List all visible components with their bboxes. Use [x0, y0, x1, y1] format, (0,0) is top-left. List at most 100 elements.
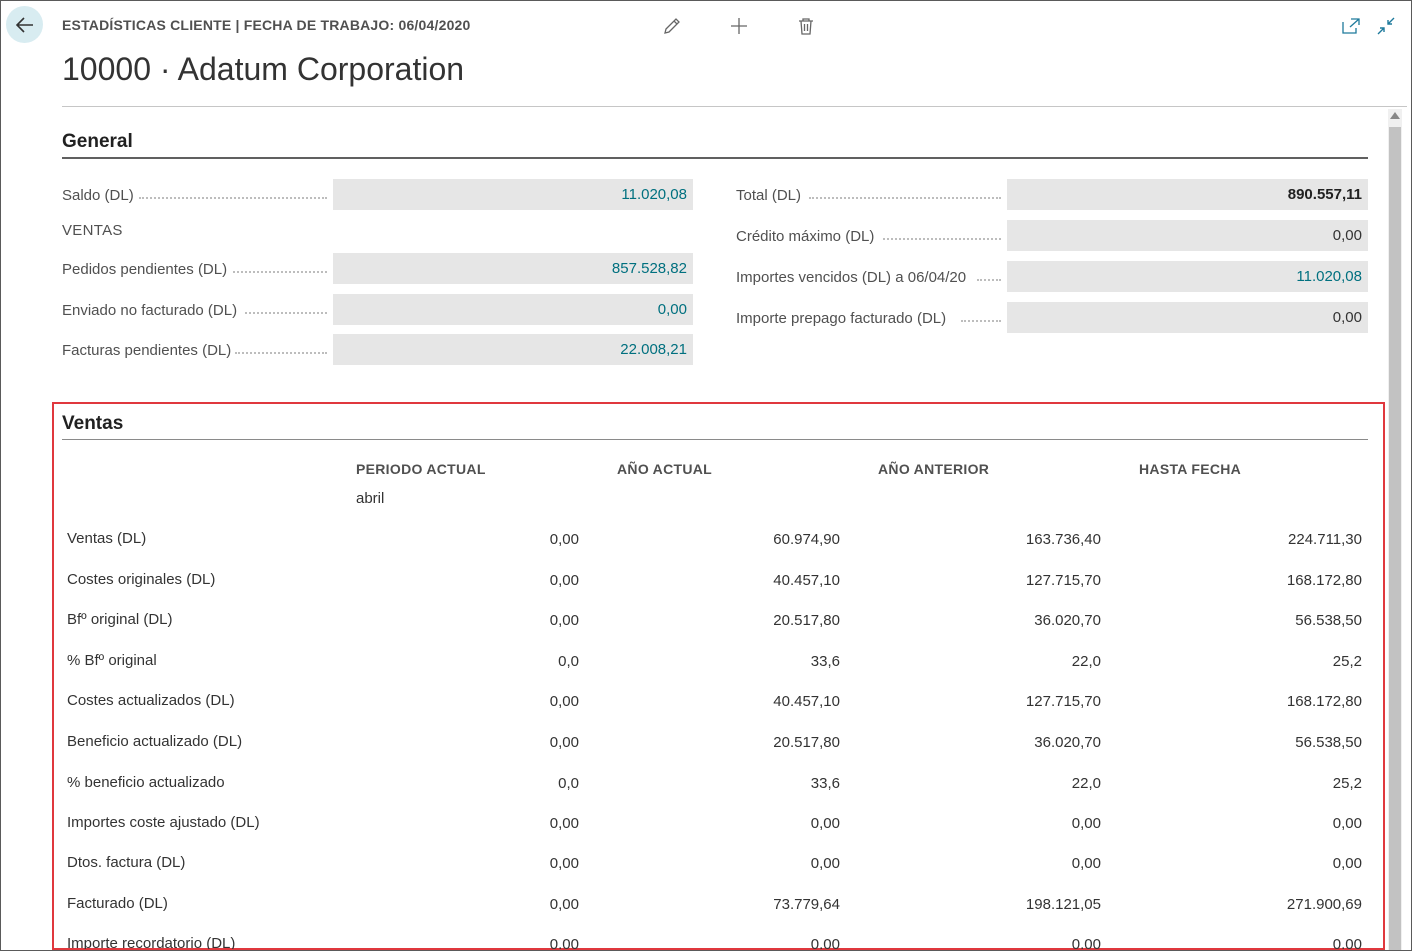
column-header-periodo-actual: PERIODO ACTUAL	[356, 461, 486, 477]
cell-ano-anterior: 198.121,05	[1025, 896, 1101, 913]
pedidos-pendientes-label: Pedidos pendientes (DL)	[62, 261, 228, 278]
saldo-label: Saldo (DL)	[62, 187, 134, 204]
cell-ano-actual: 0,00	[810, 855, 840, 872]
column-header-ano-anterior: AÑO ANTERIOR	[878, 461, 990, 477]
cell-ano-anterior: 0,00	[1071, 855, 1101, 872]
table-row: Importe recordatorio (DL) 0,00 0,00 0,00…	[62, 935, 1368, 949]
table-row: Costes actualizados (DL) 0,00 40.457,10 …	[62, 692, 1368, 732]
cell-hasta-fecha: 0,00	[1332, 936, 1362, 949]
cell-ano-anterior: 36.020,70	[1034, 734, 1101, 751]
title-divider	[62, 106, 1407, 107]
collapse-arrows-icon	[1377, 17, 1395, 35]
leader-dots	[233, 271, 327, 273]
edit-button[interactable]	[661, 15, 683, 37]
cell-periodo-actual: 0,00	[549, 531, 579, 548]
table-row: % beneficio actualizado 0,0 33,6 22,0 25…	[62, 774, 1368, 814]
open-new-window-button[interactable]	[1340, 15, 1362, 37]
table-row: % Bfº original 0,0 33,6 22,0 25,2	[62, 652, 1368, 692]
row-label: Costes originales (DL)	[67, 571, 216, 588]
cell-hasta-fecha: 271.900,69	[1286, 896, 1362, 913]
cell-ano-actual: 40.457,10	[773, 693, 840, 710]
row-label: Costes actualizados (DL)	[67, 692, 235, 709]
row-label: Importe recordatorio (DL)	[67, 935, 236, 949]
collapse-button[interactable]	[1375, 15, 1397, 37]
total-label: Total (DL)	[736, 187, 802, 204]
importes-vencidos-value[interactable]: 11.020,08	[1007, 261, 1368, 292]
row-label: Ventas (DL)	[67, 530, 147, 547]
back-button[interactable]	[6, 6, 43, 43]
open-in-new-window-icon	[1342, 18, 1360, 34]
cell-periodo-actual: 0,00	[549, 896, 579, 913]
importe-prepago-label: Importe prepago facturado (DL)	[736, 310, 947, 327]
table-row: Importes coste ajustado (DL) 0,00 0,00 0…	[62, 814, 1368, 854]
cell-periodo-actual: 0,0	[558, 653, 579, 670]
ventas-highlight-box	[52, 402, 1385, 950]
cell-hasta-fecha: 56.538,50	[1295, 734, 1362, 751]
cell-periodo-actual: 0,0	[558, 775, 579, 792]
row-label: Importes coste ajustado (DL)	[67, 814, 260, 831]
delete-button[interactable]	[795, 15, 817, 37]
cell-ano-anterior: 0,00	[1071, 936, 1101, 949]
column-header-ano-actual: AÑO ACTUAL	[617, 461, 713, 477]
cell-ano-anterior: 0,00	[1071, 815, 1101, 832]
enviado-no-facturado-value[interactable]: 0,00	[333, 294, 693, 325]
cell-hasta-fecha: 0,00	[1332, 855, 1362, 872]
leader-dots	[235, 352, 327, 354]
section-general-title[interactable]: General	[62, 131, 133, 152]
cell-periodo-actual: 0,00	[549, 572, 579, 589]
cell-ano-anterior: 163.736,40	[1025, 531, 1101, 548]
arrow-left-icon	[15, 16, 33, 33]
cell-hasta-fecha: 25,2	[1332, 653, 1362, 670]
page-title: 10000 · Adatum Corporation	[62, 51, 465, 87]
cell-periodo-actual: 0,00	[549, 855, 579, 872]
new-button[interactable]	[728, 15, 750, 37]
pedidos-pendientes-value[interactable]: 857.528,82	[333, 253, 693, 284]
cell-ano-actual: 20.517,80	[773, 734, 840, 751]
leader-dots	[977, 279, 1001, 281]
page-caption: ESTADÍSTICAS CLIENTE | FECHA DE TRABAJO:…	[62, 17, 471, 33]
pencil-icon	[664, 18, 680, 34]
cell-hasta-fecha: 56.538,50	[1295, 612, 1362, 629]
table-row: Dtos. factura (DL) 0,00 0,00 0,00 0,00	[62, 854, 1368, 894]
row-label: Bfº original (DL)	[67, 611, 173, 628]
importe-prepago-value: 0,00	[1007, 302, 1368, 333]
cell-periodo-actual: 0,00	[549, 815, 579, 832]
cell-hasta-fecha: 25,2	[1332, 775, 1362, 792]
cell-ano-actual: 60.974,90	[773, 531, 840, 548]
row-label: Beneficio actualizado (DL)	[67, 733, 243, 750]
table-row: Beneficio actualizado (DL) 0,00 20.517,8…	[62, 733, 1368, 773]
section-ventas-title[interactable]: Ventas	[62, 413, 124, 434]
leader-dots	[139, 197, 327, 199]
cell-ano-anterior: 22,0	[1071, 775, 1101, 792]
cell-periodo-actual: 0,00	[549, 734, 579, 751]
cell-periodo-actual: 0,00	[549, 693, 579, 710]
section-general-divider	[62, 157, 1368, 159]
facturas-pendientes-value[interactable]: 22.008,21	[333, 334, 693, 365]
cell-periodo-actual: 0,00	[549, 936, 579, 949]
row-label: Facturado (DL)	[67, 895, 168, 912]
table-row: Ventas (DL) 0,00 60.974,90 163.736,40 22…	[62, 530, 1368, 570]
cell-hasta-fecha: 0,00	[1332, 815, 1362, 832]
saldo-value[interactable]: 11.020,08	[333, 179, 693, 210]
cell-ano-actual: 20.517,80	[773, 612, 840, 629]
table-row: Facturado (DL) 0,00 73.779,64 198.121,05…	[62, 895, 1368, 935]
cell-ano-actual: 0,00	[810, 815, 840, 832]
table-row: Bfº original (DL) 0,00 20.517,80 36.020,…	[62, 611, 1368, 651]
cell-ano-actual: 73.779,64	[773, 896, 840, 913]
cell-hasta-fecha: 168.172,80	[1286, 572, 1362, 589]
scroll-up-arrow-icon[interactable]	[1390, 112, 1400, 119]
leader-dots	[961, 320, 1001, 322]
leader-dots	[245, 312, 327, 314]
row-label: % Bfº original	[67, 652, 157, 669]
leader-dots	[883, 238, 1001, 240]
cell-ano-anterior: 127.715,70	[1025, 693, 1101, 710]
period-subheader: abril	[356, 490, 385, 507]
cell-ano-anterior: 36.020,70	[1034, 612, 1101, 629]
cell-hasta-fecha: 224.711,30	[1288, 531, 1362, 548]
cell-ano-actual: 0,00	[810, 936, 840, 949]
cell-hasta-fecha: 168.172,80	[1286, 693, 1362, 710]
cell-ano-actual: 40.457,10	[773, 572, 840, 589]
credito-maximo-label: Crédito máximo (DL)	[736, 228, 875, 245]
scrollbar-thumb[interactable]	[1389, 127, 1401, 950]
